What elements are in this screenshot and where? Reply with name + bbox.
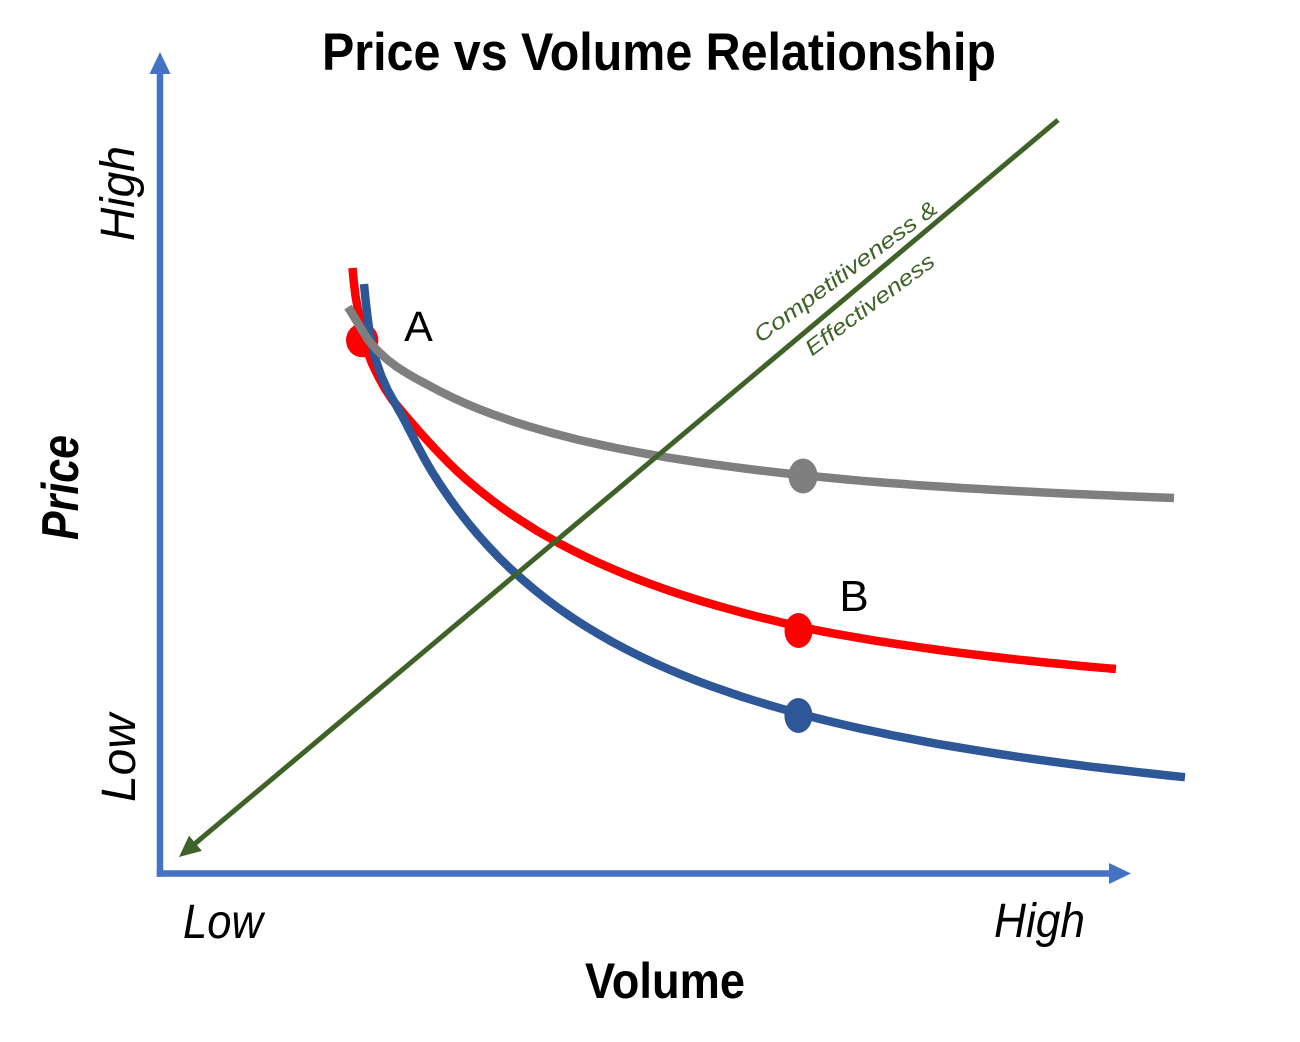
- svg-text:High: High: [92, 146, 145, 241]
- svg-text:Low: Low: [93, 711, 146, 802]
- svg-text:Price vs Volume Relationship: Price vs Volume Relationship: [322, 23, 996, 82]
- svg-text:A: A: [404, 303, 433, 351]
- svg-text:Price: Price: [32, 435, 90, 540]
- svg-text:Volume: Volume: [585, 953, 745, 1009]
- svg-text:High: High: [994, 895, 1085, 948]
- svg-text:B: B: [839, 572, 868, 621]
- svg-text:Low: Low: [183, 896, 266, 949]
